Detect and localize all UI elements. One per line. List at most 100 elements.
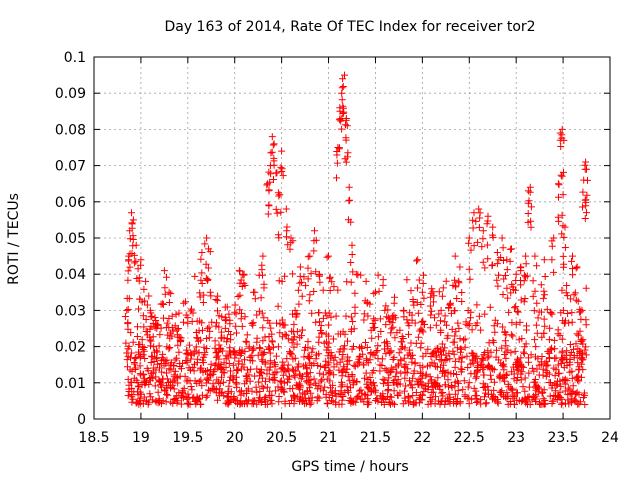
data-point	[265, 202, 273, 210]
data-point	[574, 359, 582, 367]
data-point	[173, 326, 181, 334]
data-point	[501, 328, 509, 336]
data-point	[447, 382, 455, 389]
data-point	[417, 301, 425, 308]
data-point	[339, 110, 347, 117]
data-point	[527, 217, 535, 225]
data-point	[322, 361, 330, 369]
data-point	[154, 322, 161, 330]
data-point	[581, 161, 589, 169]
x-tick-label: 18.5	[78, 430, 109, 446]
data-point	[318, 376, 326, 384]
data-point	[522, 340, 530, 348]
data-point	[560, 377, 568, 384]
x-tick-label: 20.5	[266, 430, 297, 446]
data-point	[212, 296, 220, 303]
data-point	[461, 343, 469, 351]
data-point	[558, 172, 566, 180]
data-point	[152, 347, 160, 355]
data-point	[520, 271, 528, 279]
data-point	[380, 401, 388, 408]
data-point	[175, 309, 183, 317]
data-point	[360, 316, 368, 324]
data-point	[154, 388, 162, 396]
data-point	[342, 158, 350, 166]
data-point	[557, 382, 565, 390]
data-point	[517, 264, 524, 272]
data-point	[465, 234, 473, 242]
data-point	[568, 309, 576, 317]
data-point	[498, 234, 506, 242]
data-point	[311, 227, 318, 235]
data-point	[479, 227, 487, 235]
data-point	[463, 352, 471, 360]
data-point	[275, 393, 283, 400]
data-point	[193, 359, 201, 367]
data-point	[333, 159, 341, 167]
data-point	[242, 337, 250, 345]
data-point	[161, 387, 169, 395]
data-point	[445, 390, 453, 398]
data-point	[349, 268, 357, 276]
data-point	[193, 379, 201, 387]
data-point	[256, 368, 264, 376]
data-point	[322, 391, 330, 399]
data-point	[342, 136, 350, 144]
data-point	[396, 326, 404, 334]
data-point	[458, 289, 466, 296]
data-point	[327, 384, 334, 392]
data-point	[432, 321, 440, 329]
data-point	[504, 346, 512, 354]
y-tick-label: 0.06	[55, 195, 86, 211]
data-point	[444, 332, 452, 340]
data-point	[575, 377, 583, 385]
data-point	[563, 359, 571, 367]
data-point	[441, 381, 449, 389]
data-point	[530, 307, 538, 315]
data-point	[203, 234, 211, 242]
data-point	[487, 348, 495, 356]
data-point	[555, 193, 562, 201]
data-point	[200, 343, 208, 351]
data-point	[209, 380, 217, 388]
data-point	[387, 348, 395, 356]
data-point	[350, 376, 358, 384]
x-tick-label: 20	[226, 430, 244, 446]
data-point	[124, 267, 132, 275]
data-point	[122, 339, 130, 347]
data-point	[523, 272, 531, 280]
data-point	[404, 394, 412, 402]
data-point	[304, 264, 312, 272]
data-point	[362, 369, 370, 377]
data-point	[557, 143, 565, 150]
data-point	[502, 354, 510, 362]
data-point	[438, 357, 446, 365]
data-point	[456, 263, 464, 271]
data-point	[569, 265, 576, 273]
data-point	[304, 338, 312, 346]
data-point	[583, 191, 591, 199]
data-point	[294, 286, 302, 294]
data-point	[527, 203, 535, 211]
data-point	[237, 399, 245, 407]
data-point	[503, 284, 511, 292]
data-point	[338, 378, 345, 386]
data-point	[338, 96, 346, 104]
data-point	[236, 267, 244, 275]
data-point	[319, 286, 327, 294]
data-point	[309, 345, 317, 353]
data-point	[132, 354, 140, 361]
data-point	[147, 359, 155, 366]
data-point	[142, 277, 150, 285]
data-point	[384, 314, 392, 322]
data-point	[221, 303, 229, 311]
data-point	[508, 280, 516, 288]
data-point	[380, 394, 388, 402]
data-point	[581, 391, 589, 399]
data-point	[298, 326, 306, 334]
data-point	[163, 390, 170, 398]
data-point	[361, 374, 369, 382]
data-point	[201, 351, 209, 359]
data-point	[345, 216, 352, 224]
data-point	[168, 312, 176, 320]
